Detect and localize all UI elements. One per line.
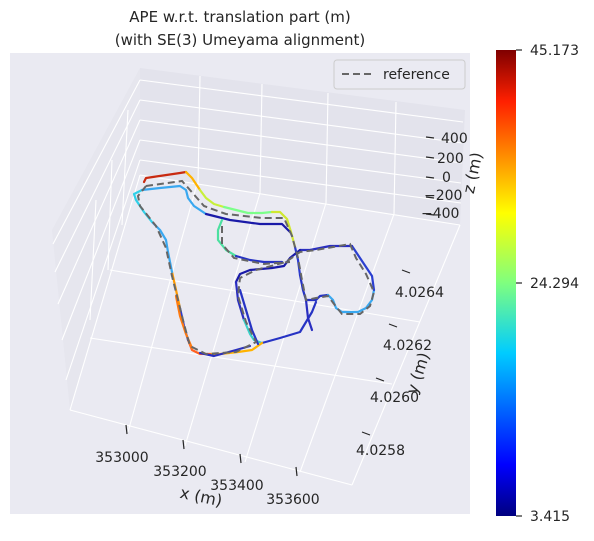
y-tick-label: 4.0260 — [370, 390, 419, 406]
trajectory-segment — [270, 210, 297, 249]
trajectory-segment — [142, 170, 188, 184]
trajectory-segment — [184, 170, 202, 192]
trajectory-segment — [293, 245, 302, 277]
trajectory-segment — [234, 280, 246, 322]
x-tick-label: 353000 — [95, 450, 148, 466]
y-tick-label: 4.0264 — [395, 285, 444, 301]
colorbar-tick-min: 3.415 — [530, 509, 570, 525]
colorbar-tick-max: 45.173 — [530, 43, 579, 59]
trajectory-segment — [204, 212, 292, 234]
trajectory-segment — [222, 205, 274, 215]
x-tick-label: 353200 — [153, 464, 206, 480]
legend: reference — [333, 59, 466, 90]
chart-title-line1: APE w.r.t. translation part (m) — [129, 8, 350, 26]
x-axis — [125, 424, 298, 477]
z-tick-label: 200 — [437, 151, 464, 167]
trajectory-segment — [234, 254, 284, 264]
y-tick-label: 4.0262 — [383, 338, 432, 354]
trajectory-segment — [140, 184, 208, 216]
legend-box — [333, 59, 466, 90]
z-tick-label: 400 — [441, 131, 468, 147]
left-pane — [52, 68, 140, 410]
trajectory-segment — [350, 244, 376, 292]
reference-trajectory — [221, 226, 291, 266]
z-axis — [425, 136, 435, 216]
z-tick-label: −400 — [421, 206, 459, 222]
x-tick-label: 353400 — [210, 478, 263, 494]
chart-title-line2: (with SE(3) Umeyama alignment) — [115, 31, 366, 49]
legend-label-reference: reference — [383, 67, 450, 83]
x-tick-label: 353600 — [266, 492, 319, 508]
colorbar-tick-mid: 24.294 — [530, 276, 579, 292]
floor-grid — [69, 174, 461, 486]
trajectory-segment — [326, 288, 376, 314]
colorbar: 45.173 24.294 3.415 — [496, 43, 579, 525]
trajectory-segment — [150, 220, 174, 274]
trajectory-segment — [238, 288, 260, 346]
y-tick-label: 4.0258 — [356, 443, 405, 459]
z-tick-label: −200 — [424, 188, 462, 204]
y-axis — [361, 269, 411, 436]
trajectory-segment — [260, 300, 318, 345]
back-pane-grid — [139, 75, 464, 215]
left-pane-grid — [52, 79, 141, 381]
back-pane — [140, 68, 465, 225]
z-tick-label: 0 — [442, 170, 451, 186]
trajectory-segment — [198, 188, 226, 209]
colorbar-gradient — [496, 50, 516, 516]
trajectory-segment — [304, 298, 314, 332]
